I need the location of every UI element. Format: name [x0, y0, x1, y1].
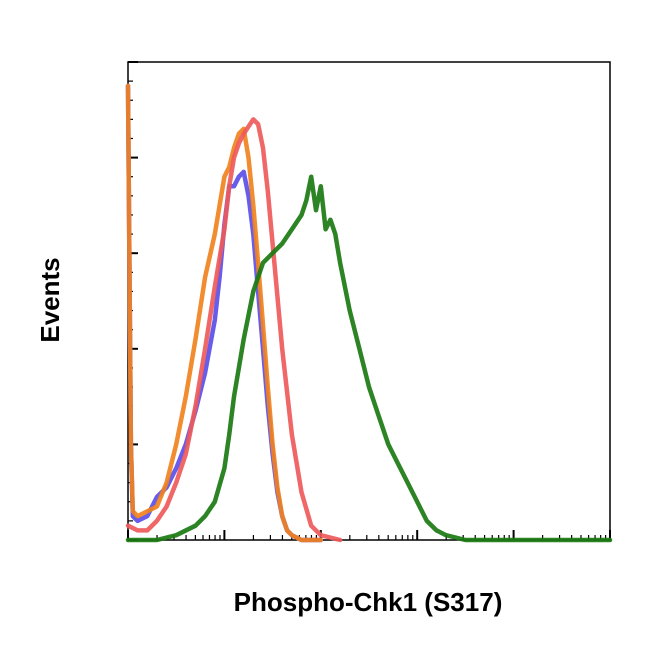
series-line-3: [125, 117, 343, 543]
series-line-4: [125, 174, 613, 543]
y-axis-label: Events: [35, 257, 65, 342]
plot-area: [125, 61, 613, 543]
series-line-2: [125, 83, 324, 543]
x-axis-label: Phospho-Chk1 (S317): [234, 587, 503, 617]
